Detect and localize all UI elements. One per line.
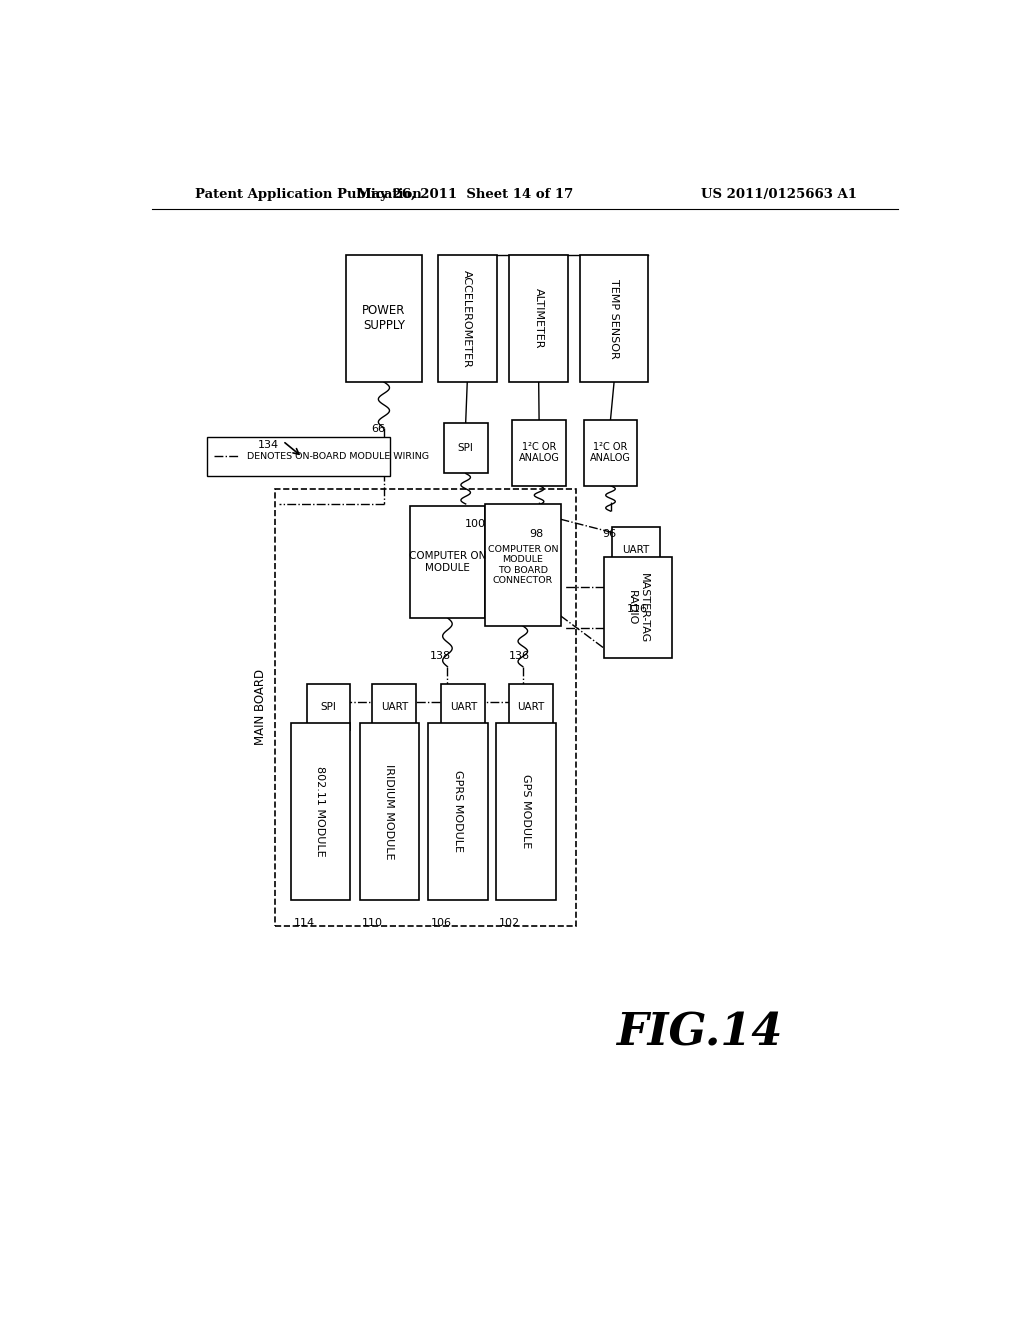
Text: MASTER-TAG
RADIO: MASTER-TAG RADIO xyxy=(627,573,648,643)
FancyBboxPatch shape xyxy=(485,504,560,626)
Text: 114: 114 xyxy=(294,917,314,928)
Text: Patent Application Publication: Patent Application Publication xyxy=(196,189,422,202)
FancyBboxPatch shape xyxy=(207,437,390,475)
FancyBboxPatch shape xyxy=(441,684,485,730)
Text: COMPUTER ON
MODULE
TO BOARD
CONNECTOR: COMPUTER ON MODULE TO BOARD CONNECTOR xyxy=(487,545,558,585)
Text: UART: UART xyxy=(450,702,477,711)
FancyBboxPatch shape xyxy=(443,422,487,474)
Text: UART: UART xyxy=(381,702,408,711)
Text: 66: 66 xyxy=(372,424,386,434)
FancyBboxPatch shape xyxy=(497,722,556,900)
Text: ALTIMETER: ALTIMETER xyxy=(534,288,544,348)
FancyBboxPatch shape xyxy=(291,722,350,900)
Text: 98: 98 xyxy=(528,529,543,540)
Text: US 2011/0125663 A1: US 2011/0125663 A1 xyxy=(700,189,857,202)
Text: 138: 138 xyxy=(430,652,451,661)
Text: POWER
SUPPLY: POWER SUPPLY xyxy=(362,305,406,333)
Text: 802.11 MODULE: 802.11 MODULE xyxy=(315,766,326,857)
FancyBboxPatch shape xyxy=(306,684,350,730)
Text: 106: 106 xyxy=(431,917,452,928)
Text: FIG.14: FIG.14 xyxy=(616,1011,782,1053)
Text: GPS MODULE: GPS MODULE xyxy=(521,775,531,849)
FancyBboxPatch shape xyxy=(509,684,553,730)
FancyBboxPatch shape xyxy=(373,684,416,730)
Text: 1²C OR
ANALOG: 1²C OR ANALOG xyxy=(590,442,631,463)
Text: 110: 110 xyxy=(361,917,383,928)
Text: 100: 100 xyxy=(465,519,486,529)
FancyBboxPatch shape xyxy=(509,255,568,381)
Text: 134: 134 xyxy=(257,440,279,450)
Text: ACCELEROMETER: ACCELEROMETER xyxy=(462,269,472,367)
FancyBboxPatch shape xyxy=(604,557,672,659)
Text: SPI: SPI xyxy=(458,444,474,453)
Text: TEMP SENSOR: TEMP SENSOR xyxy=(609,279,620,358)
FancyBboxPatch shape xyxy=(437,255,497,381)
Text: 116: 116 xyxy=(627,603,647,614)
FancyBboxPatch shape xyxy=(410,506,485,618)
Text: May 26, 2011  Sheet 14 of 17: May 26, 2011 Sheet 14 of 17 xyxy=(357,189,573,202)
Text: MAIN BOARD: MAIN BOARD xyxy=(254,669,267,746)
Text: GPRS MODULE: GPRS MODULE xyxy=(453,771,463,853)
Text: 96: 96 xyxy=(602,529,615,540)
Text: 102: 102 xyxy=(499,917,520,928)
Text: UART: UART xyxy=(623,545,649,556)
FancyBboxPatch shape xyxy=(584,420,638,486)
Text: SPI: SPI xyxy=(321,702,336,711)
FancyBboxPatch shape xyxy=(612,528,659,573)
Text: 1²C OR
ANALOG: 1²C OR ANALOG xyxy=(518,442,559,463)
FancyBboxPatch shape xyxy=(581,255,648,381)
FancyBboxPatch shape xyxy=(346,255,422,381)
Text: COMPUTER ON
MODULE: COMPUTER ON MODULE xyxy=(409,552,486,573)
FancyBboxPatch shape xyxy=(512,420,566,486)
Text: IRIDIUM MODULE: IRIDIUM MODULE xyxy=(384,764,394,859)
Text: 136: 136 xyxy=(509,652,530,661)
Text: DENOTES ON-BOARD MODULE WIRING: DENOTES ON-BOARD MODULE WIRING xyxy=(241,451,429,461)
FancyBboxPatch shape xyxy=(428,722,487,900)
Text: UART: UART xyxy=(517,702,545,711)
FancyBboxPatch shape xyxy=(359,722,419,900)
